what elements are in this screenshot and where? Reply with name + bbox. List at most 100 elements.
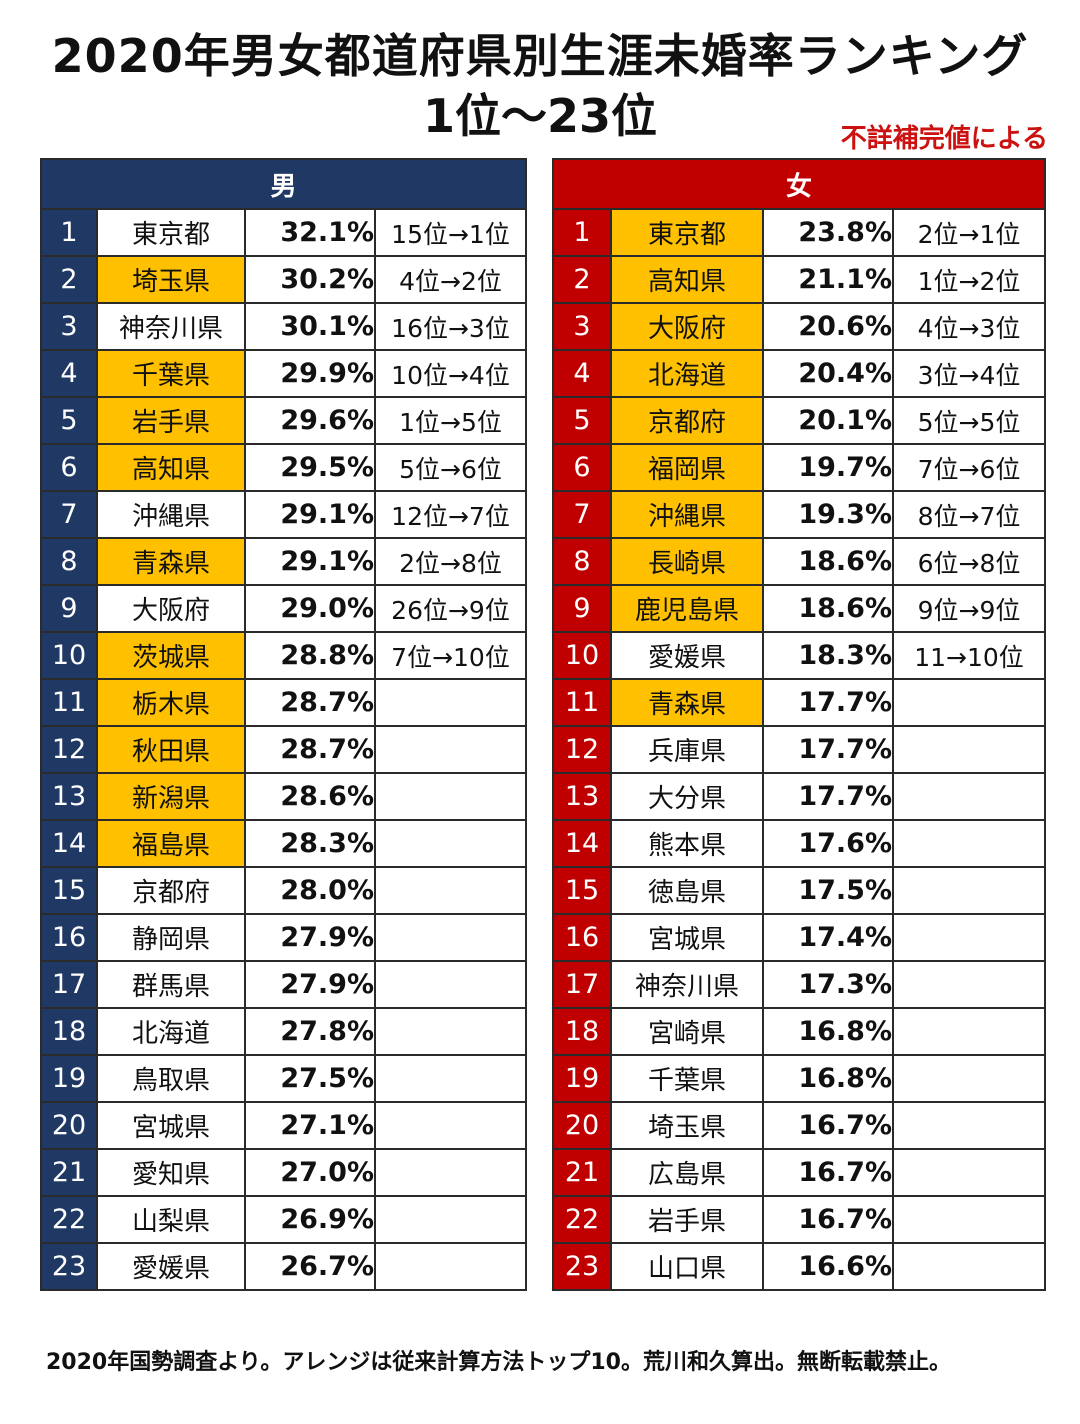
female-rate-cell: 18.3% [762,631,894,680]
male-rate-cell: 29.1% [244,490,376,539]
female-rate-cell: 23.8% [762,208,894,257]
male-rank-cell: 19 [40,1054,98,1103]
male-change-cell: 10位→4位 [373,349,528,398]
female-change-cell: 1位→2位 [891,255,1047,304]
female-prefecture-cell: 福岡県 [610,443,764,492]
male-prefecture-cell: 宮城県 [96,1101,246,1150]
female-prefecture-cell: 徳島県 [610,866,764,915]
male-rank-cell: 6 [40,443,98,492]
female-table-row: 9 鹿児島県 18.6% 9位→9位 [552,584,1047,633]
male-change-cell: 16位→3位 [373,302,528,351]
female-change-cell [891,1007,1047,1056]
female-table-row: 11 青森県 17.7% [552,678,1047,727]
female-rate-cell: 17.4% [762,913,894,962]
female-rank-cell: 3 [552,302,612,351]
female-change-cell: 6位→8位 [891,537,1047,586]
female-table-row: 18 宮崎県 16.8% [552,1007,1047,1056]
female-rate-cell: 17.7% [762,772,894,821]
female-rank-cell: 22 [552,1195,612,1244]
male-rank-cell: 2 [40,255,98,304]
female-rate-cell: 19.3% [762,490,894,539]
male-prefecture-cell: 千葉県 [96,349,246,398]
female-table-row: 19 千葉県 16.8% [552,1054,1047,1103]
male-rate-cell: 29.5% [244,443,376,492]
male-prefecture-cell: 青森県 [96,537,246,586]
female-rank-cell: 15 [552,866,612,915]
male-prefecture-cell: 愛知県 [96,1148,246,1197]
male-table-row: 7 沖縄県 29.1% 12位→7位 [40,490,528,539]
male-prefecture-cell: 東京都 [96,208,246,257]
male-table-row: 8 青森県 29.1% 2位→8位 [40,537,528,586]
male-rate-cell: 27.9% [244,960,376,1009]
female-table-row: 15 徳島県 17.5% [552,866,1047,915]
female-change-cell: 2位→1位 [891,208,1047,257]
female-rank-cell: 7 [552,490,612,539]
female-rank-cell: 4 [552,349,612,398]
male-rate-cell: 28.7% [244,678,376,727]
male-table-row: 13 新潟県 28.6% [40,772,528,821]
female-prefecture-cell: 熊本県 [610,819,764,868]
male-rate-cell: 26.9% [244,1195,376,1244]
female-prefecture-cell: 愛媛県 [610,631,764,680]
male-rate-cell: 29.0% [244,584,376,633]
male-rate-cell: 29.1% [244,537,376,586]
female-table-row: 2 高知県 21.1% 1位→2位 [552,255,1047,304]
female-rank-cell: 18 [552,1007,612,1056]
female-change-cell: 7位→6位 [891,443,1047,492]
male-change-cell: 7位→10位 [373,631,528,680]
female-rank-cell: 9 [552,584,612,633]
male-prefecture-cell: 新潟県 [96,772,246,821]
female-table-row: 10 愛媛県 18.3% 11→10位 [552,631,1047,680]
male-rank-cell: 15 [40,866,98,915]
male-table-row: 16 静岡県 27.9% [40,913,528,962]
female-table-row: 6 福岡県 19.7% 7位→6位 [552,443,1047,492]
male-rate-cell: 29.9% [244,349,376,398]
female-prefecture-cell: 埼玉県 [610,1101,764,1150]
male-table-row: 3 神奈川県 30.1% 16位→3位 [40,302,528,351]
female-rank-cell: 23 [552,1242,612,1291]
male-rate-cell: 28.8% [244,631,376,680]
female-change-cell [891,772,1047,821]
male-change-cell [373,1054,528,1103]
female-change-cell [891,1148,1047,1197]
male-table-row: 1 東京都 32.1% 15位→1位 [40,208,528,257]
male-rate-cell: 26.7% [244,1242,376,1291]
male-rank-cell: 22 [40,1195,98,1244]
male-rank-cell: 20 [40,1101,98,1150]
female-change-cell: 9位→9位 [891,584,1047,633]
female-rate-cell: 17.5% [762,866,894,915]
female-rate-cell: 16.7% [762,1101,894,1150]
female-prefecture-cell: 兵庫県 [610,725,764,774]
male-rate-cell: 30.1% [244,302,376,351]
female-change-cell [891,960,1047,1009]
page-subtitle: 1位〜23位 [422,89,658,143]
female-rate-cell: 20.1% [762,396,894,445]
male-rate-cell: 28.0% [244,866,376,915]
female-rank-cell: 2 [552,255,612,304]
male-rank-cell: 8 [40,537,98,586]
male-rate-cell: 30.2% [244,255,376,304]
female-prefecture-cell: 神奈川県 [610,960,764,1009]
source-footer: 2020年国勢調査より。アレンジは従来計算方法トップ10。荒川和久算出。無断転載… [46,1350,951,1375]
female-change-cell [891,1242,1047,1291]
male-table-row: 4 千葉県 29.9% 10位→4位 [40,349,528,398]
male-rank-cell: 17 [40,960,98,1009]
male-table-row: 2 埼玉県 30.2% 4位→2位 [40,255,528,304]
female-table-row: 14 熊本県 17.6% [552,819,1047,868]
female-table-row: 21 広島県 16.7% [552,1148,1047,1197]
female-prefecture-cell: 京都府 [610,396,764,445]
male-table-row: 18 北海道 27.8% [40,1007,528,1056]
male-table-row: 14 福島県 28.3% [40,819,528,868]
male-prefecture-cell: 岩手県 [96,396,246,445]
female-change-cell [891,678,1047,727]
female-prefecture-cell: 宮城県 [610,913,764,962]
female-change-cell: 5位→5位 [891,396,1047,445]
female-prefecture-cell: 北海道 [610,349,764,398]
female-rank-cell: 16 [552,913,612,962]
male-rank-cell: 14 [40,819,98,868]
male-change-cell [373,866,528,915]
female-rank-cell: 19 [552,1054,612,1103]
male-rate-cell: 27.8% [244,1007,376,1056]
male-prefecture-cell: 埼玉県 [96,255,246,304]
male-table-row: 17 群馬県 27.9% [40,960,528,1009]
